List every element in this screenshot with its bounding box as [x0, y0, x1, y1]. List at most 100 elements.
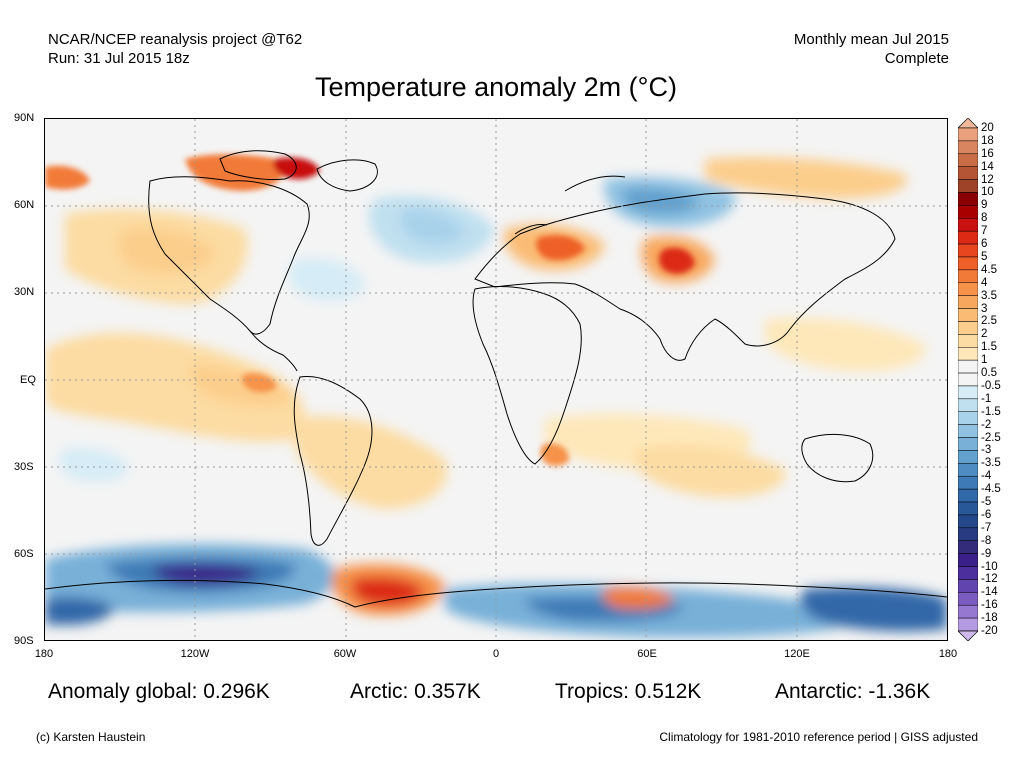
colorbar-label: 2 [981, 328, 988, 341]
colorbar-cell [958, 321, 978, 335]
lon-label-60e: 60E [637, 648, 657, 660]
colorbar-label: 3.5 [981, 289, 997, 302]
colorbar-cell [958, 359, 978, 374]
colorbar-label: -4 [981, 470, 992, 483]
colorbar-label: 8 [981, 212, 988, 225]
colorbar-label: -3.5 [981, 457, 1001, 470]
colorbar-cell [958, 385, 978, 400]
colorbar-label: 14 [981, 160, 994, 173]
colorbar-cell [958, 475, 978, 490]
colorbar-bottom-arrow [958, 630, 978, 641]
colorbar-label: -3 [981, 444, 992, 457]
stat-antarctic: Antarctic: -1.36K [775, 680, 931, 703]
colorbar-label: -0.5 [981, 379, 1001, 392]
colorbar-label: -1 [981, 392, 992, 405]
colorbar-top-arrow [958, 118, 978, 129]
colorbar-cell [958, 437, 978, 451]
stat-global: Anomaly global: 0.296K [48, 680, 270, 703]
colorbar-label: 16 [981, 147, 994, 160]
colorbar-cell [958, 514, 978, 529]
stat-arctic: Arctic: 0.357K [350, 680, 481, 703]
colorbar-cell [958, 308, 978, 322]
lon-label-0: 0 [492, 648, 500, 660]
lat-label-90s: 90S [14, 635, 34, 647]
colorbar-cell [958, 579, 978, 593]
lat-label-60s: 60S [14, 548, 34, 560]
colorbar-cell [958, 501, 978, 516]
colorbar-label: -10 [981, 560, 998, 573]
colorbar-cell [958, 617, 978, 632]
colorbar-cell [958, 230, 978, 245]
colorbar-cell [958, 205, 978, 219]
colorbar-label: 1 [981, 354, 988, 367]
period-line-1: Monthly mean Jul 2015 [793, 31, 949, 48]
lat-label-60n: 60N [14, 199, 35, 211]
colorbar-cell [958, 463, 978, 477]
colorbar-cell [958, 604, 978, 619]
colorbar-label: 12 [981, 173, 994, 186]
colorbar-label: -5 [981, 496, 992, 509]
colorbar-cell [958, 488, 978, 503]
colorbar-label: 1.5 [981, 341, 997, 354]
lon-label-180w: 180 [34, 648, 54, 660]
colorbar-label: -7 [981, 521, 992, 534]
colorbar-cell [958, 398, 978, 412]
credit: (c) Karsten Haustein [36, 730, 146, 744]
colorbar-cell [958, 269, 978, 284]
anomaly-fields [45, 157, 947, 638]
lon-label-120e: 120E [784, 648, 810, 660]
colorbar-label: -2.5 [981, 431, 1001, 444]
colorbar-label: -1.5 [981, 405, 1001, 418]
colorbar-label: 9 [981, 199, 988, 212]
colorbar-label: -9 [981, 547, 992, 560]
colorbar-cell [958, 140, 978, 155]
colorbar-label: 6 [981, 238, 988, 251]
period-line-2: Complete [884, 50, 949, 67]
anomaly-map [44, 118, 948, 641]
lat-label-30s: 30S [14, 461, 34, 473]
lon-label-120w: 120W [180, 648, 210, 660]
colorbar-cell [958, 527, 978, 541]
colorbar-cell [958, 282, 978, 296]
colorbar-cell [958, 218, 978, 232]
colorbar-label: -16 [981, 599, 998, 612]
colorbar-label: -4.5 [981, 483, 1001, 496]
colorbar-label: -20 [981, 625, 998, 637]
lon-label-180e: 180 [938, 648, 958, 660]
colorbar-cell [958, 166, 978, 180]
colorbar-cell [958, 243, 978, 258]
colorbar-label: -6 [981, 508, 992, 521]
colorbar [958, 118, 978, 641]
colorbar-cell [958, 553, 978, 567]
graticule [45, 119, 947, 640]
lat-label-eq: EQ [20, 374, 36, 386]
colorbar-label: 4.5 [981, 263, 997, 276]
lat-label-30n: 30N [14, 286, 35, 298]
colorbar-label: -12 [981, 573, 998, 586]
colorbar-label: 3 [981, 302, 988, 315]
map-title: Temperature anomaly 2m (°C) [315, 72, 677, 102]
source-line-1: NCAR/NCEP reanalysis project @T62 [48, 31, 303, 48]
colorbar-cell [958, 153, 978, 167]
colorbar-cell [958, 347, 978, 361]
colorbar-label: 4 [981, 276, 988, 289]
colorbar-cell [958, 566, 978, 580]
colorbar-cell [958, 334, 978, 348]
colorbar-label: 10 [981, 186, 994, 199]
colorbar-label: -18 [981, 612, 998, 625]
colorbar-label: -14 [981, 586, 998, 599]
colorbar-cell [958, 256, 978, 271]
colorbar-label: 7 [981, 225, 988, 238]
map-canvas [45, 119, 947, 640]
colorbar-cell [958, 424, 978, 438]
colorbar-label: -8 [981, 534, 992, 547]
colorbar-cell [958, 127, 978, 142]
lat-label-90n: 90N [14, 112, 35, 124]
colorbar-cell [958, 372, 978, 387]
colorbar-label: -2 [981, 418, 992, 431]
colorbar-cell [958, 179, 978, 193]
source-line-2: Run: 31 Jul 2015 18z [48, 50, 190, 67]
colorbar-cell [958, 592, 978, 606]
lon-label-60w: 60W [333, 648, 357, 660]
colorbar-label: 5 [981, 250, 988, 263]
